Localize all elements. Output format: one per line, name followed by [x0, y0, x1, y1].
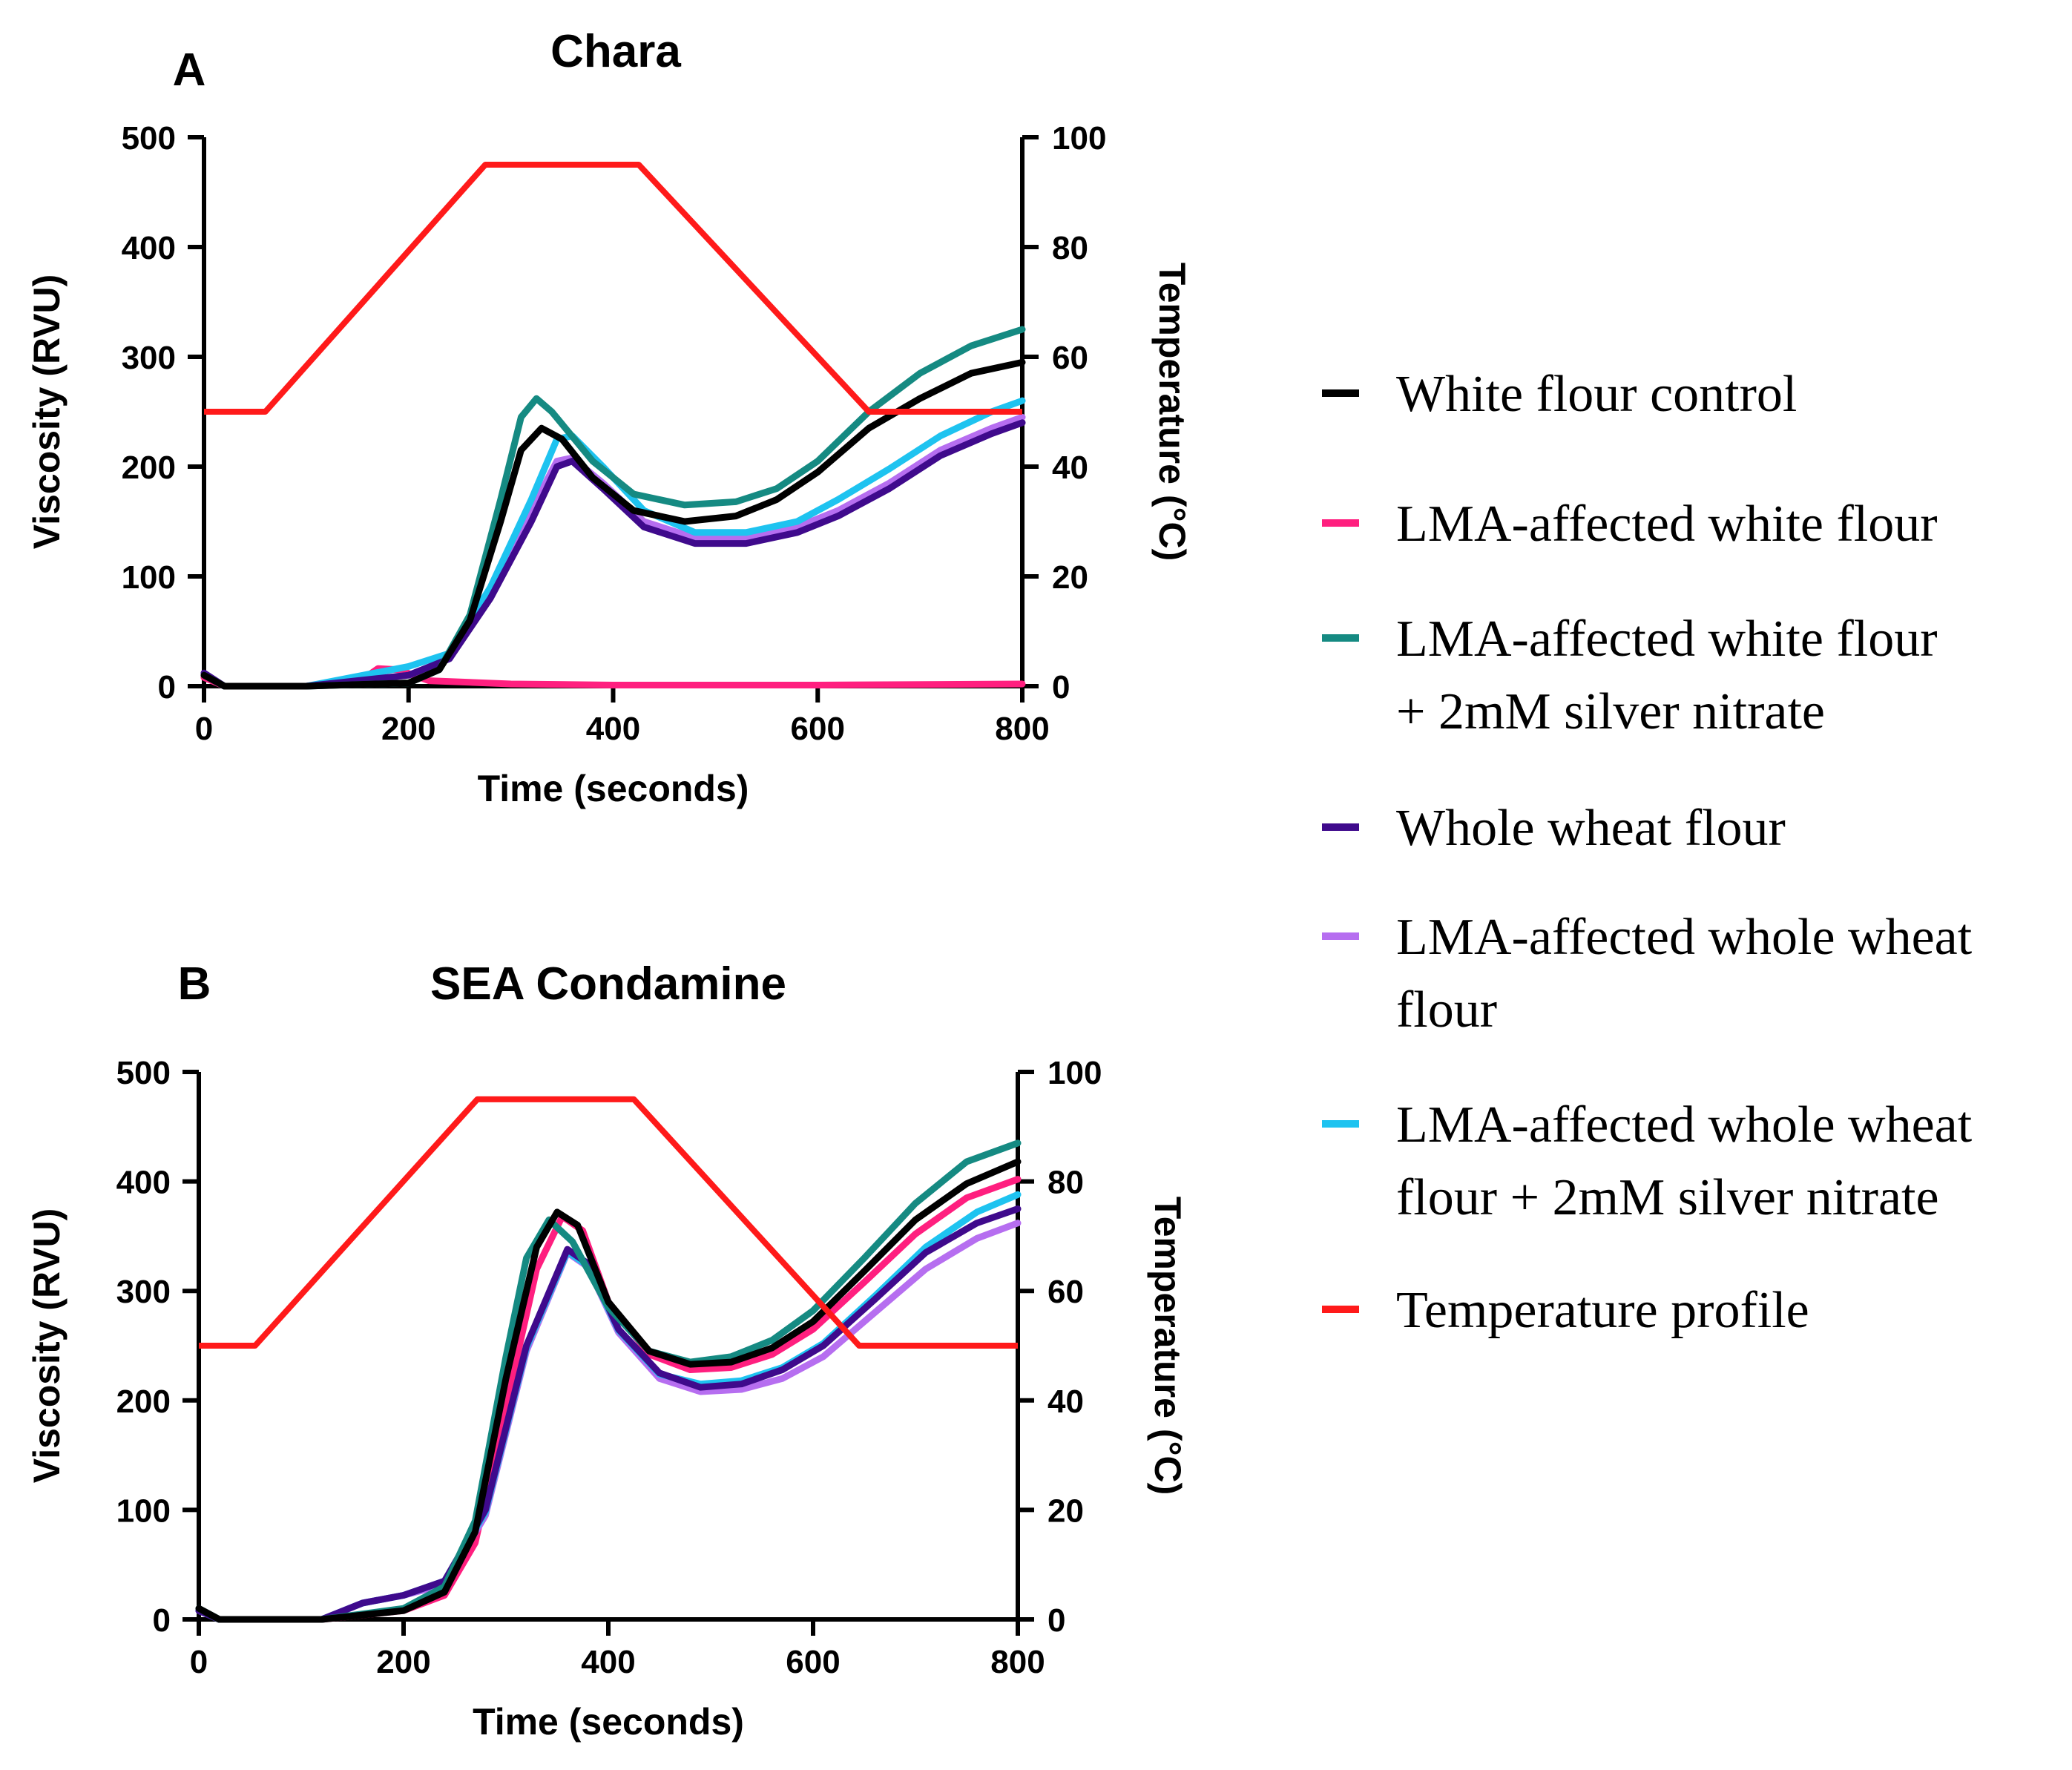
series-line-lma_white [195, 1176, 1022, 1623]
y2-tick-label: 20 [1047, 1493, 1084, 1529]
legend: White flour control LMA-affected white fl… [1322, 366, 1973, 1339]
series-line-white_control [200, 358, 1026, 690]
y-tick-label: 0 [153, 1602, 171, 1639]
y-tick-label: 200 [116, 1384, 171, 1420]
y-tick-label: 0 [158, 669, 176, 705]
legend-label-temperature: Temperature profile [1396, 1282, 1809, 1339]
x-tick-label: 0 [190, 1644, 208, 1680]
x-tick-label: 600 [791, 711, 845, 747]
y-tick-label: 100 [116, 1493, 171, 1529]
y2-tick-label: 100 [1047, 1055, 1102, 1091]
y2-tick-label: 40 [1047, 1384, 1084, 1420]
chart-title: Chara [550, 26, 681, 77]
y2-tick-label: 80 [1052, 230, 1088, 266]
series-line-lma_white_ag [200, 326, 1026, 690]
x-tick-label: 400 [586, 711, 640, 747]
y-tick-label: 500 [116, 1055, 171, 1091]
chart-title: SEA Condamine [430, 958, 786, 1010]
y2-tick-label: 0 [1052, 669, 1070, 705]
x-tick-label: 400 [581, 1644, 635, 1680]
y-tick-label: 200 [122, 450, 176, 486]
x-axis-title: Time (seconds) [478, 768, 749, 809]
y2-tick-label: 60 [1047, 1274, 1084, 1310]
x-tick-label: 600 [786, 1644, 840, 1680]
legend-label-lma_white: LMA-affected white flour [1396, 496, 1938, 553]
y2-tick-label: 60 [1052, 340, 1088, 376]
panel-letter: B [178, 958, 211, 1010]
y2-tick-label: 20 [1052, 559, 1088, 596]
y-tick-label: 400 [116, 1165, 171, 1201]
y-tick-label: 400 [122, 230, 176, 266]
y-tick-label: 300 [116, 1274, 171, 1310]
y2-axis-title: Temperature (°C) [1151, 263, 1193, 561]
y2-tick-label: 0 [1047, 1602, 1065, 1639]
y2-axis-title: Temperature (°C) [1147, 1197, 1188, 1495]
x-tick-label: 200 [381, 711, 435, 747]
y2-tick-label: 40 [1052, 450, 1088, 486]
x-tick-label: 800 [990, 1644, 1045, 1680]
x-tick-label: 0 [195, 711, 213, 747]
legend-label-lma_white_ag: LMA-affected white flour [1396, 611, 1938, 668]
y-axis-title: Viscosity (RVU) [26, 1208, 68, 1484]
series-line-lma_whole_ag [195, 1191, 1022, 1623]
y-tick-label: 500 [122, 120, 176, 157]
legend-label-lma_whole: flour [1396, 981, 1497, 1039]
legend-label-lma_white_ag: + 2mM silver nitrate [1396, 683, 1825, 740]
x-tick-label: 800 [995, 711, 1049, 747]
legend-label-whole_wheat: Whole wheat flour [1396, 800, 1786, 857]
series-line-white_control [195, 1158, 1022, 1623]
temperature-profile-line [199, 1096, 1018, 1349]
panel-letter: A [173, 45, 206, 96]
legend-label-white_control: White flour control [1396, 366, 1797, 423]
y2-tick-label: 100 [1052, 120, 1106, 157]
temperature-profile-line [204, 162, 1022, 415]
y-tick-label: 100 [122, 559, 176, 596]
x-tick-label: 200 [376, 1644, 430, 1680]
legend-label-lma_whole: LMA-affected whole wheat [1396, 909, 1973, 966]
x-axis-title: Time (seconds) [473, 1701, 744, 1743]
series-line-lma_whole_ag [200, 397, 1026, 690]
legend-label-lma_whole_ag: flour + 2mM silver nitrate [1396, 1169, 1939, 1226]
y-axis-title: Viscosity (RVU) [26, 274, 68, 550]
y2-tick-label: 80 [1047, 1165, 1084, 1201]
y-tick-label: 300 [122, 340, 176, 376]
series-line-lma_white_ag [195, 1139, 1022, 1623]
legend-label-lma_whole_ag: LMA-affected whole wheat [1396, 1096, 1973, 1154]
series-line-lma_whole [200, 413, 1026, 690]
